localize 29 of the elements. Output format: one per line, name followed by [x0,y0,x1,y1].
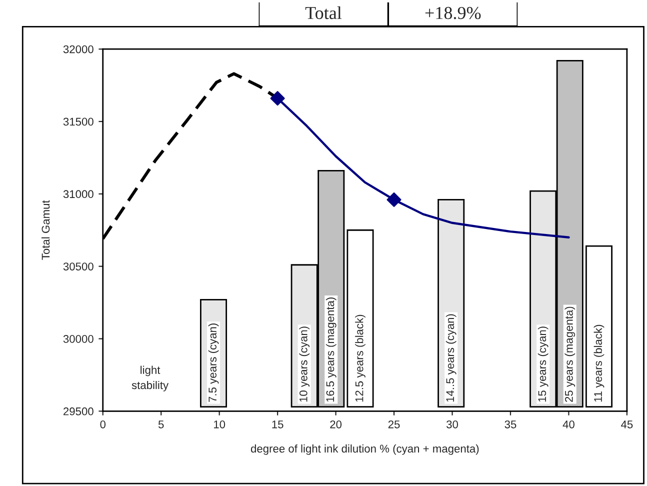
y-tick-label: 31000 [63,190,94,198]
annotation: 25 years (magenta) [564,306,576,402]
y-tick-label: 31500 [63,118,94,126]
annotation: 10 years (cyan) [299,326,310,402]
annotation: light stability [132,366,169,392]
x-axis-title: degree of light ink dilution % (cyan + magenta) [250,444,479,455]
y-tick-label: 29500 [64,407,94,416]
text: Total [305,6,342,20]
annotation: 12.5 years (black) [355,314,366,402]
y-tick-label: 32000 [63,45,94,54]
x-tick-label: 20 [330,420,342,428]
x-tick-label: 5 [158,420,164,428]
annotation: 7.5 years (cyan) [208,323,219,402]
y-tick-label: 30000 [63,335,94,343]
annotation: 15 years (cyan) [538,326,548,402]
x-tick-label: 25 [388,420,400,428]
x-tick-label: 40 [562,420,574,428]
annotation: 11 years (black) [594,324,604,402]
text: +18.9% [425,6,481,20]
annotation: 14..5 years (cyan) [446,314,456,402]
x-tick-label: 45 [621,420,633,428]
x-tick-label: 0 [100,420,106,428]
x-tick-label: 15 [272,420,284,428]
x-tick-label: 30 [446,420,458,428]
y-axis-title: Total Gamut [41,200,50,260]
x-tick-label: 35 [504,420,516,428]
y-tick-label: 30500 [63,262,94,270]
annotation: 16.5 years (magenta) [326,298,336,402]
x-tick-label: 10 [214,420,226,428]
